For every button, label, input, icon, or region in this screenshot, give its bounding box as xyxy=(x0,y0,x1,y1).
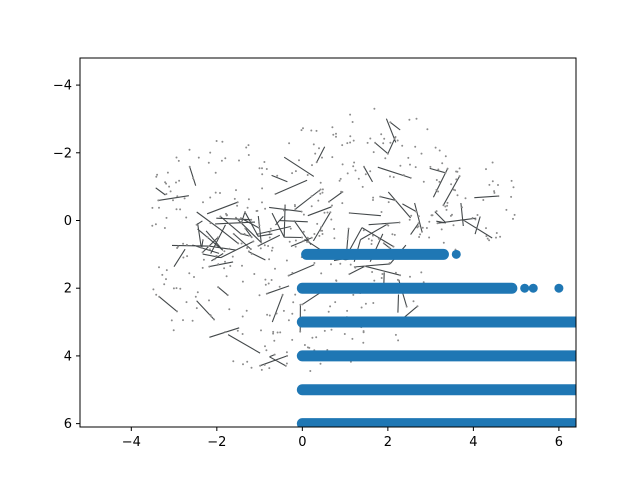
scatter-series xyxy=(296,248,576,427)
y-tick-label: 4 xyxy=(64,349,72,364)
x-tick-label: −2 xyxy=(207,435,226,450)
x-axis: −4 −2 0 2 4 6 xyxy=(122,427,563,450)
plot-frame xyxy=(79,57,577,428)
y-axis: −4 −2 0 2 4 6 xyxy=(53,79,80,432)
scatter-point xyxy=(528,283,538,293)
y-tick-label: 6 xyxy=(64,417,72,432)
mesh-network xyxy=(151,107,516,372)
x-tick-label: −4 xyxy=(122,435,141,450)
mesh-edges xyxy=(155,118,499,367)
scatter-point xyxy=(451,249,461,259)
x-tick-label: 2 xyxy=(384,435,392,450)
y-tick-label: 2 xyxy=(64,282,72,297)
scatter-point xyxy=(520,283,530,293)
scatter-point xyxy=(554,283,564,293)
y-tick-label: −4 xyxy=(53,79,72,94)
x-tick-label: 0 xyxy=(298,435,306,450)
plot-background xyxy=(80,58,576,427)
y-tick-label: 0 xyxy=(64,214,72,229)
x-tick-label: 4 xyxy=(469,435,477,450)
x-tick-label: 6 xyxy=(555,435,563,450)
y-tick-label: −2 xyxy=(53,146,72,161)
